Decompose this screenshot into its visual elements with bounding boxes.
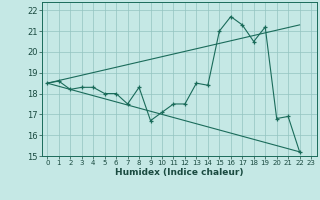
X-axis label: Humidex (Indice chaleur): Humidex (Indice chaleur) [115, 168, 244, 177]
